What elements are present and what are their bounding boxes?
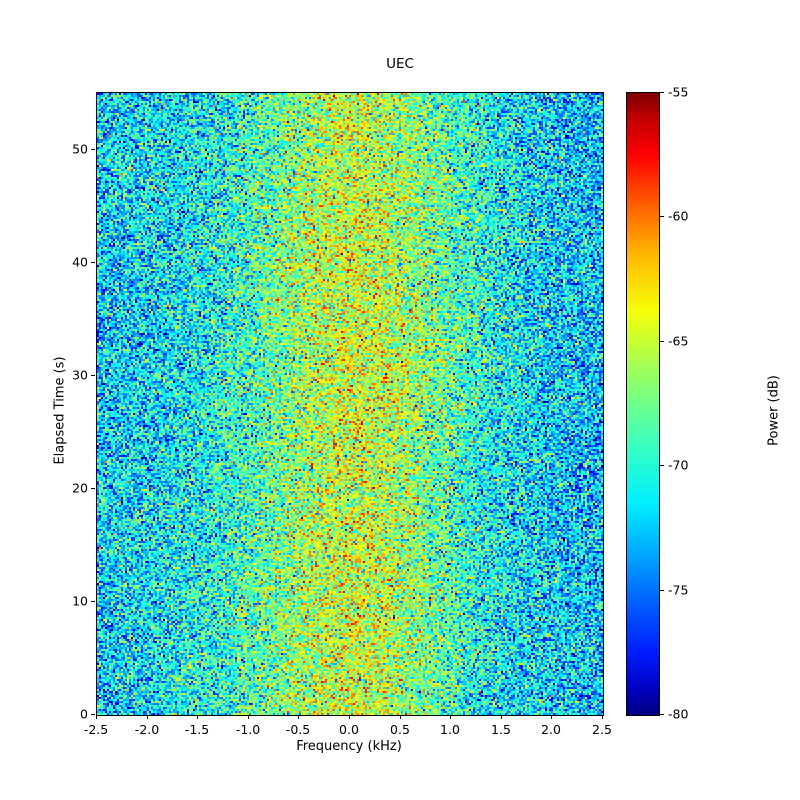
x-tick-label: -2.0 (134, 722, 160, 737)
x-tick-mark (349, 715, 350, 719)
x-tick-mark (551, 715, 552, 719)
title-line-station: UEC (386, 56, 414, 73)
x-tick-mark (96, 715, 97, 719)
y-tick-label: 40 (72, 254, 88, 270)
x-tick-label: 0.0 (339, 722, 359, 737)
x-axis-label: Frequency (kHz) (296, 739, 402, 754)
y-axis-label: Elapsed Time (s) (52, 356, 68, 465)
colorbar-gradient (627, 93, 659, 715)
x-tick-label: 2.0 (541, 722, 561, 737)
colorbar-tick-label: -75 (668, 582, 689, 598)
x-tick-mark (400, 715, 401, 719)
colorbar-tick-label: -65 (668, 333, 689, 349)
colorbar-tick-mark (660, 714, 664, 715)
x-tick-mark (450, 715, 451, 719)
spectrogram-axes (96, 92, 604, 716)
x-tick-label: 0.5 (390, 722, 410, 737)
y-tick-mark (91, 262, 95, 263)
x-tick-label: -1.0 (235, 722, 261, 737)
y-tick-mark (91, 149, 95, 150)
colorbar-tick-label: -55 (668, 84, 689, 100)
x-tick-mark (248, 715, 249, 719)
colorbar-tick-label: -80 (668, 706, 689, 722)
y-tick-label: 50 (72, 141, 88, 157)
colorbar-label: Power (dB) (766, 375, 782, 446)
x-tick-label: -1.5 (184, 722, 210, 737)
x-tick-label: -0.5 (285, 722, 311, 737)
y-tick-label: 10 (72, 593, 88, 609)
colorbar-tick-mark (660, 465, 664, 466)
y-tick-mark (91, 375, 95, 376)
y-tick-label: 30 (72, 367, 88, 383)
x-tick-mark (197, 715, 198, 719)
x-tick-mark (501, 715, 502, 719)
x-tick-label: -2.5 (83, 722, 109, 737)
x-tick-label: 2.5 (592, 722, 612, 737)
y-tick-label: 20 (72, 480, 88, 496)
x-tick-label: 1.5 (491, 722, 511, 737)
colorbar-tick-mark (660, 590, 664, 591)
x-tick-label: 1.0 (440, 722, 460, 737)
y-tick-label: 0 (80, 706, 88, 722)
colorbar (626, 92, 660, 716)
y-tick-mark (91, 488, 95, 489)
x-tick-mark (298, 715, 299, 719)
colorbar-tick-label: -60 (668, 208, 689, 224)
spectrogram-image (97, 93, 603, 715)
y-tick-mark (91, 601, 95, 602)
colorbar-tick-mark (660, 341, 664, 342)
colorbar-tick-label: -70 (668, 457, 689, 473)
x-tick-mark (602, 715, 603, 719)
colorbar-tick-mark (660, 216, 664, 217)
x-tick-mark (147, 715, 148, 719)
colorbar-tick-mark (660, 92, 664, 93)
y-tick-mark (91, 714, 95, 715)
